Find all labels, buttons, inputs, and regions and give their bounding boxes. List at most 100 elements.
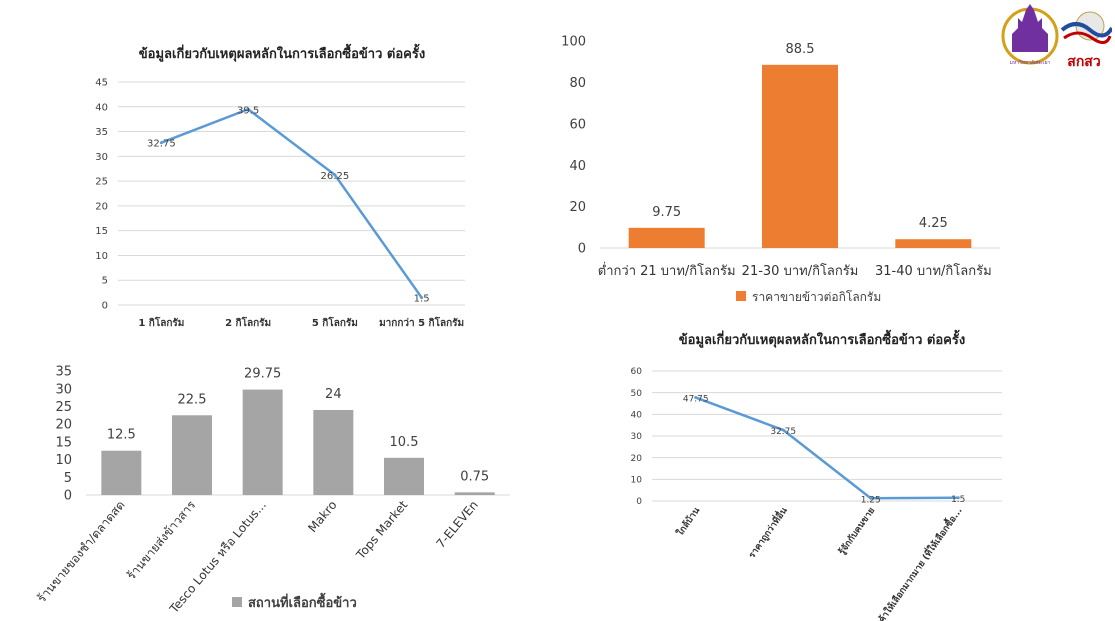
data-label: 47.75 [683,395,709,405]
tsri-logo: สกสว [1060,11,1112,70]
data-label: 1.25 [861,495,881,505]
data-label: 24 [325,387,342,402]
bar [313,409,354,495]
y-tick-label: 0 [578,242,586,257]
data-label: 39.5 [237,105,259,116]
x-category-label: 31-40 บาท/กิโลกรัม [875,263,992,279]
y-tick-label: 5 [64,471,72,486]
x-category-label: รู้จักกับคนขาย [836,505,877,557]
legend-label: ราคาขายข้าวต่อกิโลกรัม [752,290,881,304]
org-name: สกสว [1067,54,1101,70]
legend-swatch [232,597,242,607]
y-tick-label: 80 [569,76,586,91]
y-tick-label: 20 [569,200,586,215]
temple-shape [1012,4,1048,52]
y-tick-label: 0 [636,497,642,507]
bar-chart-purchase-place: 0 5 10 15 20 25 30 35 ร้านขายของชำ/ตลาดสดร้านขา… [34,365,510,617]
bar [384,457,424,495]
x-category-label: ต่ำกว่า 21 บาท/กิโลกรัม [598,262,736,279]
x-category-label: ใกล้บ้าน [674,504,703,538]
x-category-label: ร้านขายของชำ/ตลาดสด [34,498,127,605]
data-label: 32.75 [770,427,796,437]
y-tick-label: 60 [569,117,586,132]
university-logo: มหาวิทยาลัยพะเยา [1001,4,1059,66]
y-tick-label: 40 [95,102,108,113]
y-tick-label: 40 [631,410,643,420]
data-point [956,496,960,500]
y-tick-label: 15 [95,226,108,237]
y-tick-label: 5 [102,276,108,287]
x-category-label: Tops Market [353,498,411,563]
y-tick-label: 30 [55,382,72,397]
data-label: 88.5 [786,42,815,57]
x-category-label: 7-ELEVEn [433,498,481,551]
data-point [246,107,250,111]
data-label: 26.25 [321,171,350,182]
x-category-label: ร้านขายส่งข้าวสาร [124,498,199,583]
data-label: 22.5 [178,392,207,407]
y-tick-label: 20 [95,201,108,212]
line-chart-purchase-reason: ข้อมูลเกี่ยวกับเหตุผลหลักในการเลือกซื้อข… [631,329,1002,621]
chart-title: ข้อมูลเกี่ยวกับเหตุผลหลักในการเลือกซื้อข… [679,329,965,348]
legend-swatch [736,291,746,301]
series-line [160,108,423,299]
x-category-label: 2 กิโลกรัม [225,316,271,329]
y-tick-label: 25 [55,400,72,415]
y-tick-label: 25 [95,177,108,188]
data-point [781,428,785,432]
line-chart-purchase-size: ข้อมูลเกี่ยวกับเหตุผลหลักในการเลือกซื้อข… [95,43,465,329]
data-label: 1.5 [951,495,965,505]
wave-shape [1060,22,1112,38]
y-tick-label: 15 [55,435,72,450]
data-point [159,141,163,145]
data-label: 32.75 [147,139,176,150]
data-label: 12.5 [107,428,136,443]
data-point [869,496,873,500]
x-category-label: 21-30 บาท/กิโลกรัม [742,263,859,279]
data-label: 9.75 [652,205,681,220]
x-category-label: มีสินค้าให้เลือกมากมาย (ที่ให้เลือกซื้อ.… [865,504,965,621]
y-tick-label: 0 [102,301,108,312]
data-point [694,396,698,400]
series-line [695,396,959,500]
wave-shape-2 [1063,31,1112,44]
logo-caption: มหาวิทยาลัยพะเยา [1010,59,1051,66]
data-label: 0.75 [460,469,489,484]
y-tick-label: 35 [95,127,108,138]
y-tick-label: 10 [95,251,108,262]
x-category-label: 1 กิโลกรัม [138,316,184,329]
bar [762,64,838,249]
bar-chart-price-per-kg: 0 20 40 60 80 100 ต่ำกว่า 21 บาท/กิโลกรัม 21-3… [561,35,1000,304]
y-tick-label: 20 [631,454,643,464]
x-category-label: มากกว่า 5 กิโลกรัม [379,316,464,329]
legend-label: สถานที่เลือกซื้อข้าว [248,592,357,611]
y-tick-label: 30 [631,432,643,442]
y-tick-label: 100 [561,35,586,50]
x-category-label: Makro [305,498,339,535]
x-category-label: ราคาถูกว่าที่อื่น [745,504,790,561]
data-label: 10.5 [390,435,419,450]
y-tick-label: 10 [55,453,72,468]
data-label: 4.25 [919,216,948,231]
y-tick-label: 30 [95,152,108,163]
bar [628,227,705,248]
y-tick-label: 45 [95,78,108,89]
data-label: 1.5 [414,294,430,305]
bar [454,492,495,495]
y-tick-label: 10 [631,475,643,485]
y-tick-label: 60 [631,367,643,377]
y-tick-label: 20 [55,418,72,433]
data-label: 29.75 [244,367,281,382]
chart-title: ข้อมูลเกี่ยวกับเหตุผลหลักในการเลือกซื้อข… [139,43,425,62]
data-point [333,173,337,177]
bar [895,239,972,248]
x-category-label: 5 กิโลกรัม [312,316,358,329]
y-tick-label: 0 [64,489,72,504]
bar [101,450,142,495]
y-tick-label: 35 [55,365,72,380]
y-tick-label: 40 [569,159,586,174]
bar [242,389,283,495]
bar [172,415,212,495]
y-tick-label: 50 [631,389,643,399]
data-point [420,296,424,300]
